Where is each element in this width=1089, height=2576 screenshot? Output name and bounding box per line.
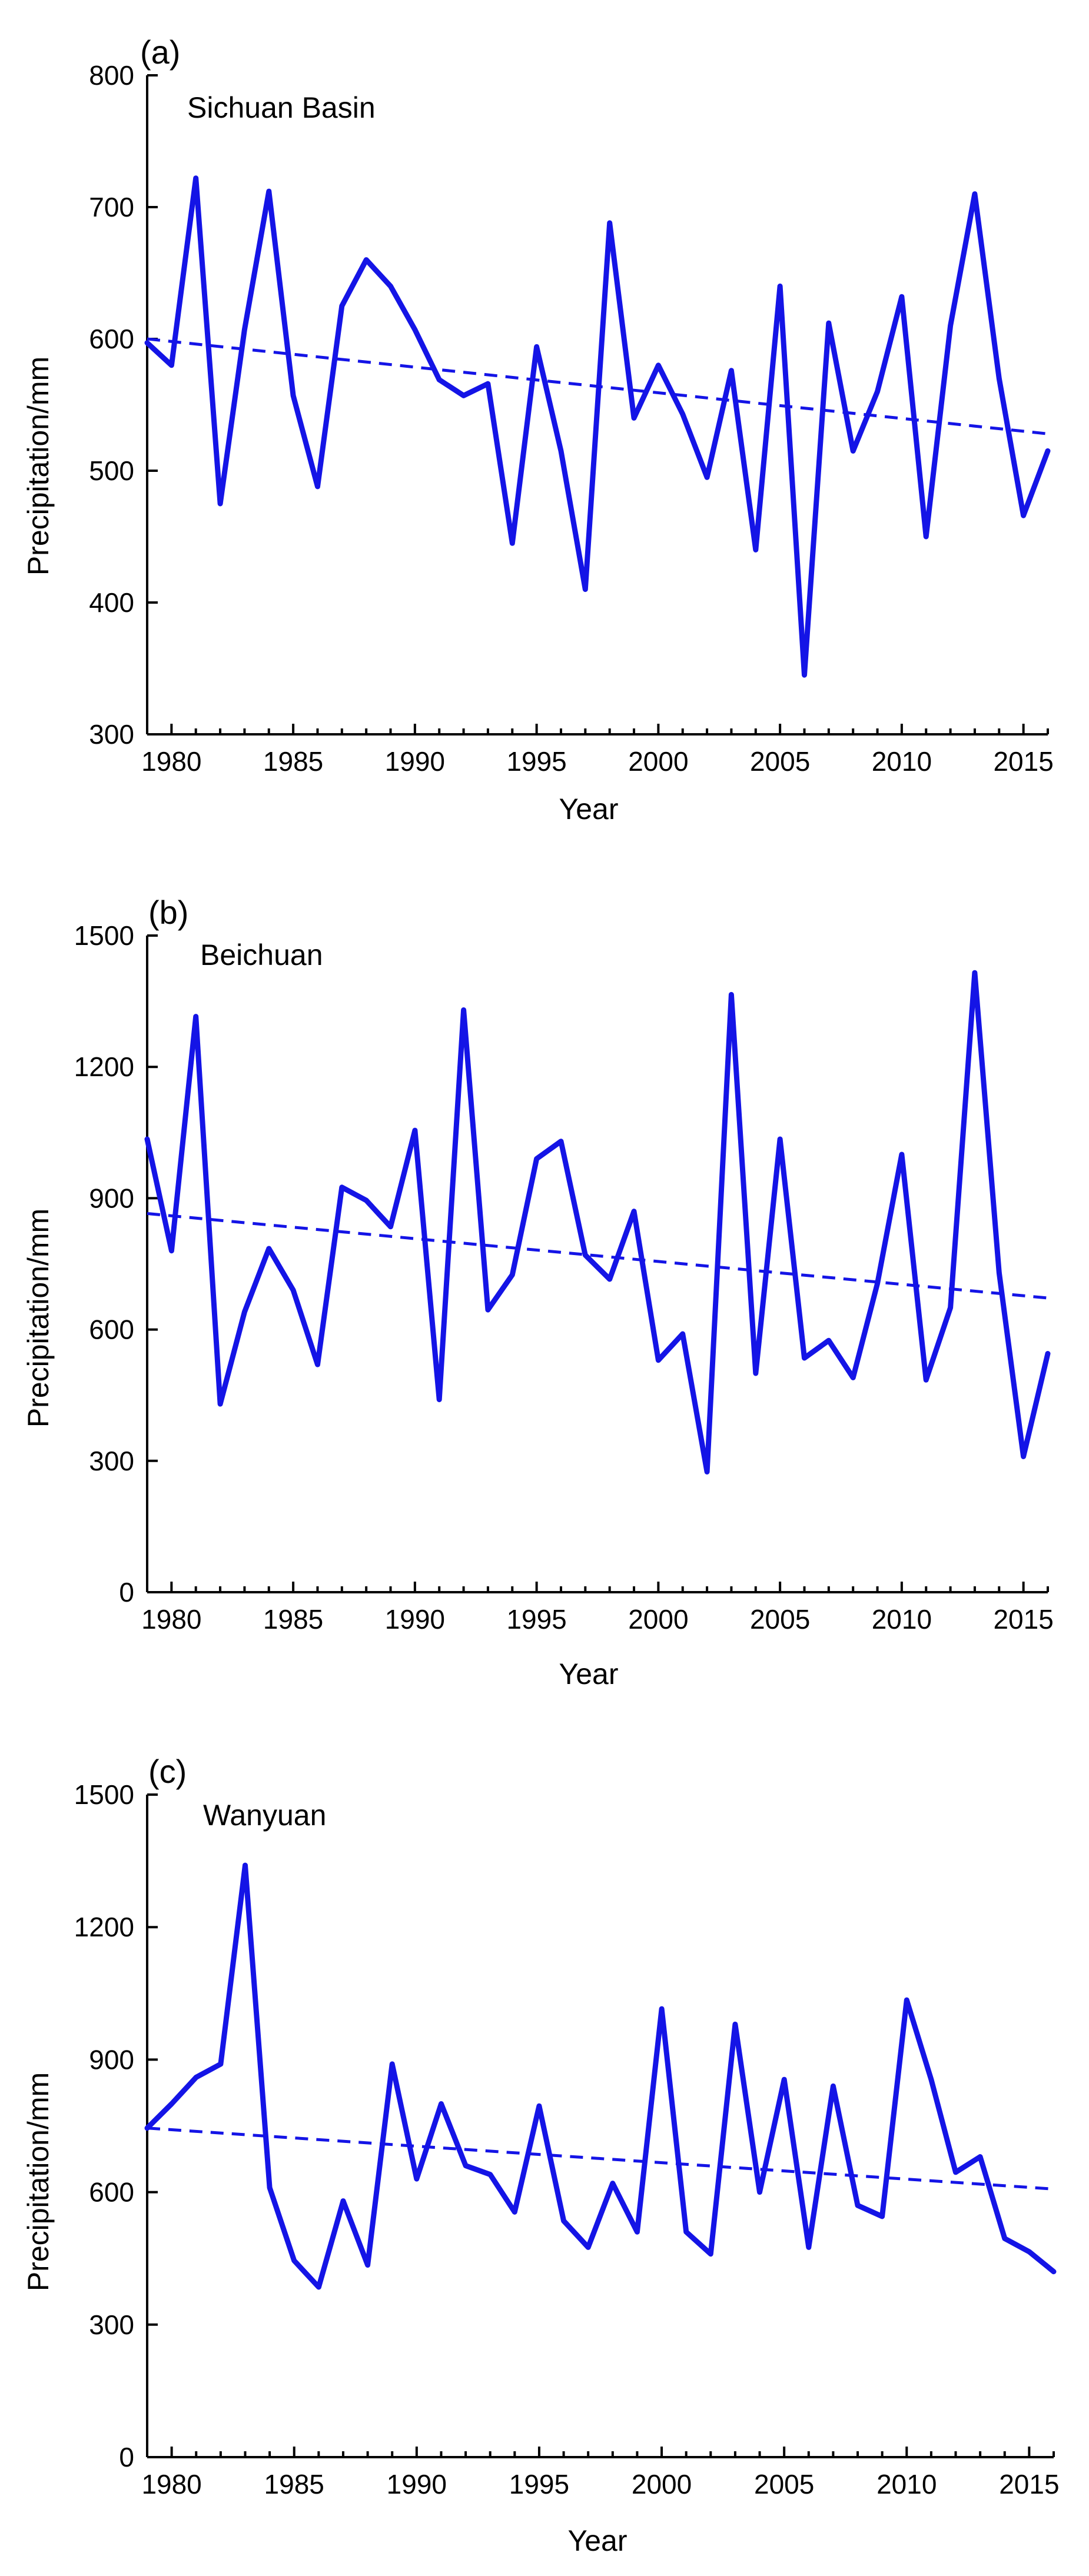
panel-a-y-tick-label: 300 bbox=[89, 719, 134, 750]
panel-a-x-tick-label: 1980 bbox=[141, 746, 201, 777]
panel-c-x-tick-label: 1985 bbox=[264, 2469, 324, 2500]
panel-b-station-label: Beichuan bbox=[200, 938, 323, 971]
panel-b-y-axis-title: Precipitation/mm bbox=[22, 1209, 55, 1427]
panel-b-y-tick-label: 300 bbox=[89, 1446, 134, 1476]
panel-b-x-tick-label: 1995 bbox=[506, 1604, 566, 1635]
panel-c-x-tick-label: 2015 bbox=[999, 2469, 1059, 2500]
panel-b-trend-line bbox=[147, 1212, 1048, 1300]
panel-b-y-tick-label: 1500 bbox=[74, 920, 134, 951]
panel-b-label: (b) bbox=[148, 894, 188, 931]
panel-c-x-tick-label: 2000 bbox=[632, 2469, 692, 2500]
panel-c-x-axis-title: Year bbox=[567, 2524, 627, 2557]
panel-b-y-tick-label: 600 bbox=[89, 1314, 134, 1345]
panel-c-x-tick-label: 1980 bbox=[141, 2469, 201, 2500]
panel-c-y-tick-label: 0 bbox=[119, 2442, 134, 2472]
panel-b-x-tick-label: 2015 bbox=[993, 1604, 1053, 1635]
panel-c-label: (c) bbox=[148, 1753, 187, 1790]
panel-a-x-axis-title: Year bbox=[559, 793, 618, 826]
panel-c-y-tick-label: 1200 bbox=[74, 1912, 134, 1942]
panel-b-x-axis-title: Year bbox=[559, 1658, 618, 1690]
panel-c-x-tick-label: 1995 bbox=[509, 2469, 569, 2500]
panel-c-precipitation-line bbox=[144, 1862, 1057, 2290]
panel-b-precipitation-line bbox=[144, 970, 1051, 1475]
panel-c-x-tick-label: 1990 bbox=[387, 2469, 447, 2500]
panel-b-x-tick-label: 2000 bbox=[628, 1604, 688, 1635]
panel-a-plot-area: 300 400 500 600 700 800 1980 1985 1990 1995 2000 20… bbox=[89, 60, 1054, 777]
panel-a-station-label: Sichuan Basin bbox=[187, 91, 376, 124]
panel-b-x-tick-label: 1990 bbox=[385, 1604, 445, 1635]
panel-c-station-label: Wanyuan bbox=[203, 1799, 326, 1832]
chart-panel-a: (a) Sichuan Basin Precipitation/mm Year … bbox=[22, 34, 1054, 826]
chart-panel-c: (c) Wanyuan Precipitation/mm Year 0 300 60… bbox=[22, 1753, 1060, 2557]
panel-a-y-axis-title: Precipitation/mm bbox=[22, 357, 55, 575]
panel-b-y-tick-label: 0 bbox=[119, 1577, 134, 1607]
panel-c-y-tick-label: 900 bbox=[89, 2044, 134, 2075]
panel-b-plot-area: 0 300 600 900 1200 1500 1980 1985 1990 1995 2000 20… bbox=[74, 920, 1054, 1635]
panel-c-y-tick-label: 600 bbox=[89, 2177, 134, 2208]
panel-a-x-tick-label: 2005 bbox=[750, 746, 810, 777]
panel-c-y-axis-title: Precipitation/mm bbox=[22, 2072, 55, 2291]
panel-a-y-tick-label: 400 bbox=[89, 587, 134, 618]
chart-panel-b: (b) Beichuan Precipitation/mm Year 0 300 6… bbox=[22, 894, 1054, 1690]
panel-c-y-tick-label: 300 bbox=[89, 2309, 134, 2340]
panel-a-y-tick-label: 700 bbox=[89, 192, 134, 222]
panel-c-trend-line bbox=[147, 2126, 1054, 2191]
panel-a-x-tick-label: 1990 bbox=[385, 746, 445, 777]
panel-a-y-tick-label: 500 bbox=[89, 455, 134, 486]
panel-b-x-tick-label: 2005 bbox=[750, 1604, 810, 1635]
panel-b-y-tick-label: 1200 bbox=[74, 1051, 134, 1082]
panel-c-y-tick-label: 1500 bbox=[74, 1779, 134, 1810]
panel-c-plot-area: 0 300 600 900 1200 1500 1980 1985 1990 1995 2000 20… bbox=[74, 1779, 1060, 2500]
panel-a-x-tick-label: 1995 bbox=[506, 746, 566, 777]
panel-c-x-tick-label: 2010 bbox=[876, 2469, 937, 2500]
panel-b-x-tick-label: 2010 bbox=[872, 1604, 932, 1635]
panel-b-x-tick-label: 1985 bbox=[263, 1604, 323, 1635]
panel-a-x-tick-label: 2015 bbox=[993, 746, 1053, 777]
panel-c-x-tick-label: 2005 bbox=[754, 2469, 814, 2500]
panel-b-x-tick-label: 1980 bbox=[141, 1604, 201, 1635]
panel-a-label: (a) bbox=[140, 34, 180, 71]
panel-a-y-tick-label: 600 bbox=[89, 324, 134, 354]
panel-a-x-tick-label: 2010 bbox=[872, 746, 932, 777]
panel-a-x-tick-label: 2000 bbox=[628, 746, 688, 777]
panel-a-y-tick-label: 800 bbox=[89, 60, 134, 91]
panel-a-precipitation-line bbox=[144, 175, 1051, 678]
panel-a-x-tick-label: 1985 bbox=[263, 746, 323, 777]
panel-b-y-tick-label: 900 bbox=[89, 1183, 134, 1213]
